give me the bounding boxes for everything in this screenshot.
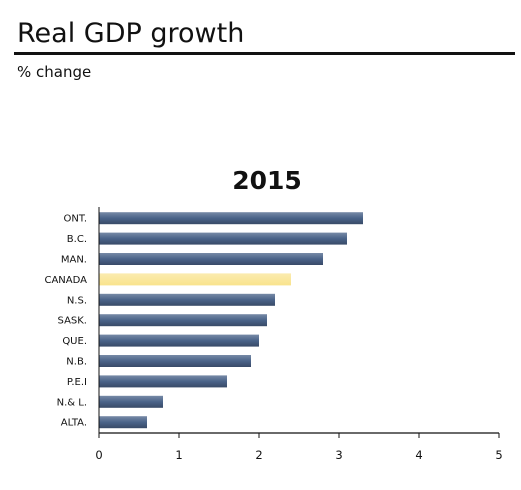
category-label-n-s: N.S. [67, 295, 87, 306]
page-title: Real GDP growth [17, 18, 245, 49]
category-label-b-c: B.C. [67, 234, 87, 245]
category-label-p-e-i: P.E.I [67, 377, 87, 388]
category-label-man: MAN. [61, 255, 87, 266]
bar-ont [99, 212, 363, 225]
bar-canada [99, 273, 291, 286]
x-tick-label: 3 [335, 448, 342, 462]
x-tick-label: 5 [495, 448, 502, 462]
x-tick-label: 0 [95, 448, 102, 462]
bar-n-s [99, 293, 275, 306]
x-axis: 0 1 2 3 4 5 [95, 207, 503, 462]
category-label-canada: CANADA [44, 275, 87, 286]
x-tick-label: 1 [175, 448, 182, 462]
bar-n-b [99, 355, 251, 367]
bar-alta [99, 416, 147, 429]
category-labels: ONT. B.C. MAN. CANADA N.S. SASK. QUE. N.B. P.E.I… [44, 214, 87, 429]
category-label-sask: SASK. [58, 316, 87, 327]
x-tick-label: 2 [255, 448, 262, 462]
category-label-que: QUE. [62, 336, 87, 347]
bar-b-c [99, 232, 347, 245]
title-rule [14, 52, 515, 55]
category-label-n-b: N.B. [66, 357, 87, 368]
bars-layer [99, 212, 363, 429]
x-tick-label: 4 [415, 448, 422, 462]
page-subtitle: % change [17, 63, 92, 81]
bar-n-l [99, 395, 163, 408]
bar-que [99, 334, 259, 347]
bar-man [99, 253, 323, 265]
category-label-alta: ALTA. [61, 418, 87, 429]
category-label-n-l: N.& L. [57, 397, 87, 408]
bar-p-e-i [99, 375, 227, 388]
category-label-ont: ONT. [64, 214, 87, 225]
bar-sask [99, 314, 267, 327]
chart-title: 2015 [232, 166, 302, 195]
